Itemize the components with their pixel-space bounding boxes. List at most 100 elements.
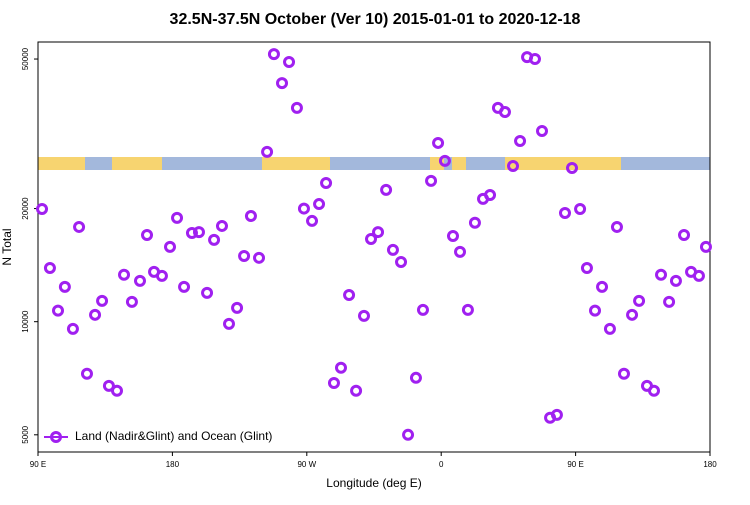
point	[402, 428, 415, 441]
point	[386, 243, 399, 256]
point	[507, 160, 520, 173]
point	[574, 202, 587, 215]
point	[357, 309, 370, 322]
point	[438, 154, 451, 167]
point	[678, 228, 691, 241]
point	[52, 304, 65, 317]
point	[178, 280, 191, 293]
point	[283, 56, 296, 69]
point	[365, 232, 378, 245]
point	[536, 124, 548, 137]
point	[395, 255, 408, 268]
point	[350, 384, 363, 397]
point	[626, 308, 639, 321]
point	[125, 295, 138, 308]
y-tick-label: 20000	[21, 197, 30, 220]
point	[297, 202, 310, 215]
point	[432, 136, 445, 149]
point	[603, 322, 616, 335]
x-tick-label: 0	[439, 460, 444, 469]
point	[43, 261, 56, 274]
land-band	[112, 157, 162, 170]
point	[276, 77, 289, 90]
land-mask	[38, 157, 710, 170]
point	[514, 134, 527, 147]
point	[454, 245, 467, 258]
legend-label: Land (Nadir&Glint) and Ocean (Glint)	[75, 429, 272, 443]
point	[141, 228, 154, 241]
point	[692, 269, 705, 282]
point	[244, 209, 257, 222]
point	[320, 177, 333, 190]
point	[192, 226, 205, 239]
point	[409, 371, 422, 384]
point	[372, 226, 385, 239]
point	[164, 240, 177, 253]
point	[222, 317, 235, 330]
point	[36, 202, 49, 215]
point	[96, 294, 109, 307]
point	[231, 301, 244, 314]
point	[550, 408, 563, 421]
point	[238, 249, 251, 262]
x-axis-label: Longitude (deg E)	[326, 476, 421, 490]
point	[669, 274, 682, 287]
point	[617, 367, 630, 380]
point	[80, 367, 93, 380]
point	[633, 294, 646, 307]
point	[118, 268, 131, 281]
point	[313, 198, 326, 211]
point	[610, 220, 623, 233]
x-tick-label: 180	[166, 460, 180, 469]
point	[596, 280, 609, 293]
point	[73, 220, 86, 233]
point	[215, 219, 228, 232]
y-tick-label: 50000	[21, 47, 30, 70]
land-band	[262, 157, 330, 170]
point	[663, 295, 676, 308]
point	[201, 286, 214, 299]
point	[171, 211, 184, 224]
point	[110, 384, 123, 397]
plot-frame	[37, 41, 711, 453]
point	[155, 269, 168, 282]
point	[327, 376, 340, 389]
point	[343, 288, 356, 301]
land-band	[505, 157, 621, 170]
point	[58, 280, 71, 293]
land-band	[38, 157, 85, 170]
point	[267, 48, 280, 61]
point	[558, 207, 571, 220]
point	[425, 174, 438, 187]
point	[446, 229, 459, 242]
point	[290, 101, 303, 114]
point	[655, 268, 668, 281]
point	[461, 303, 474, 316]
chart-title: 32.5N-37.5N October (Ver 10) 2015-01-01 …	[170, 11, 581, 28]
point	[589, 304, 602, 317]
point	[699, 240, 712, 253]
point	[648, 384, 660, 397]
y-tick-label: 10000	[21, 310, 30, 333]
point	[498, 106, 511, 119]
point	[133, 274, 146, 287]
point	[580, 261, 593, 274]
x-tick-label: 90 E	[567, 460, 583, 469]
point	[89, 308, 102, 321]
y-tick-label: 5000	[21, 425, 30, 443]
point	[66, 322, 79, 335]
point	[102, 379, 115, 392]
point	[468, 216, 481, 229]
x-tick-label: 90 W	[297, 460, 316, 469]
point	[261, 145, 274, 158]
point	[484, 189, 497, 202]
legend-marker	[50, 431, 62, 443]
point	[208, 233, 221, 246]
x-tick-label: 90 E	[30, 460, 46, 469]
point	[306, 214, 319, 227]
land-band	[452, 157, 466, 170]
x-tick-label: 180	[703, 460, 717, 469]
point	[566, 161, 579, 174]
point	[380, 183, 393, 196]
